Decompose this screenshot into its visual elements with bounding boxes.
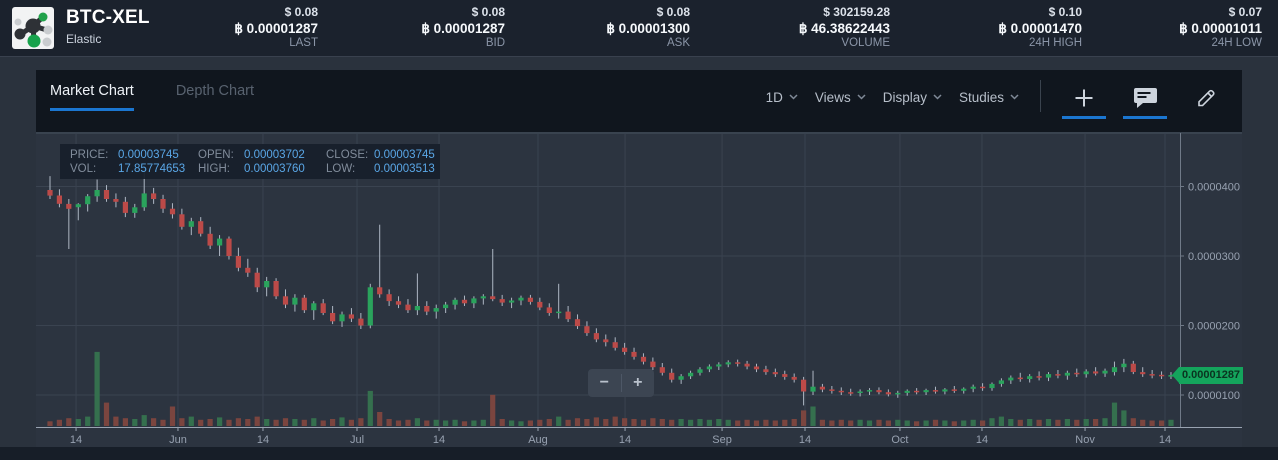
annotation-icon	[1133, 88, 1157, 108]
market-chart-canvas[interactable]	[36, 133, 1242, 447]
tab-market-chart[interactable]: Market Chart	[50, 83, 134, 111]
vol-value: 17.85774653	[118, 162, 186, 175]
low-value: 0.00003513	[374, 162, 435, 175]
toolbar-divider	[1040, 80, 1041, 112]
pair-title: BTC-XEL	[66, 7, 150, 28]
zoom-out-button[interactable]: −	[599, 374, 609, 391]
draw-button[interactable]	[1184, 80, 1228, 116]
zoom-divider	[620, 374, 622, 392]
ohlc-overlay: PRICE: 0.00003745 OPEN: 0.00003702 CLOSE…	[60, 144, 440, 179]
zoom-in-button[interactable]: +	[633, 374, 643, 391]
plus-icon	[1075, 89, 1093, 107]
pair-header: BTC-XEL Elastic $ 0.08 ฿ 0.00001287 LAST…	[0, 0, 1278, 57]
chevron-down-icon	[1010, 94, 1019, 100]
stat-bid: $ 0.08 ฿ 0.00001287 BID	[421, 5, 505, 49]
views-dropdown[interactable]: Views	[815, 80, 866, 114]
stat-24h-low: $ 0.07 ฿ 0.00001011 24H LOW	[1179, 5, 1262, 49]
zoom-controls: − +	[588, 369, 654, 397]
open-label: OPEN:	[198, 148, 234, 161]
stat-volume: $ 302159.28 ฿ 46.38622443 VOLUME	[798, 5, 890, 49]
chevron-down-icon	[789, 94, 798, 100]
pencil-icon	[1198, 89, 1215, 107]
add-chart-button[interactable]	[1062, 80, 1106, 119]
studies-dropdown[interactable]: Studies	[959, 80, 1019, 114]
compare-annotation-button[interactable]	[1123, 80, 1167, 119]
stat-last: $ 0.08 ฿ 0.00001287 LAST	[234, 5, 318, 49]
chart-tabs: Market Chart Depth Chart	[50, 83, 254, 111]
last-price-badge: 0.00001287	[1172, 366, 1243, 384]
close-label: CLOSE:	[326, 148, 369, 161]
coin-name: Elastic	[66, 32, 102, 46]
chevron-down-icon	[857, 94, 866, 100]
price-value: 0.00003745	[118, 148, 179, 161]
high-label: HIGH:	[198, 162, 230, 175]
tab-depth-chart[interactable]: Depth Chart	[175, 83, 254, 99]
stat-ask: $ 0.08 ฿ 0.00001300 ASK	[606, 5, 690, 49]
chart-toolbar: Market Chart Depth Chart 1D Views Displa…	[36, 70, 1242, 133]
bottom-strip	[0, 447, 1278, 460]
stat-24h-high: $ 0.10 ฿ 0.00001470 24H HIGH	[998, 5, 1082, 49]
vol-label: VOL:	[70, 162, 97, 175]
display-dropdown[interactable]: Display	[883, 80, 942, 114]
price-label: PRICE:	[70, 148, 109, 161]
low-label: LOW:	[326, 162, 356, 175]
chevron-down-icon	[933, 94, 942, 100]
period-dropdown[interactable]: 1D	[766, 80, 798, 114]
coin-logo	[12, 7, 54, 49]
close-value: 0.00003745	[374, 148, 435, 161]
chart-controls: 1D Views Display Studies	[766, 80, 1228, 119]
high-value: 0.00003760	[244, 162, 305, 175]
open-value: 0.00003702	[244, 148, 305, 161]
elastic-molecule-icon	[14, 12, 53, 48]
